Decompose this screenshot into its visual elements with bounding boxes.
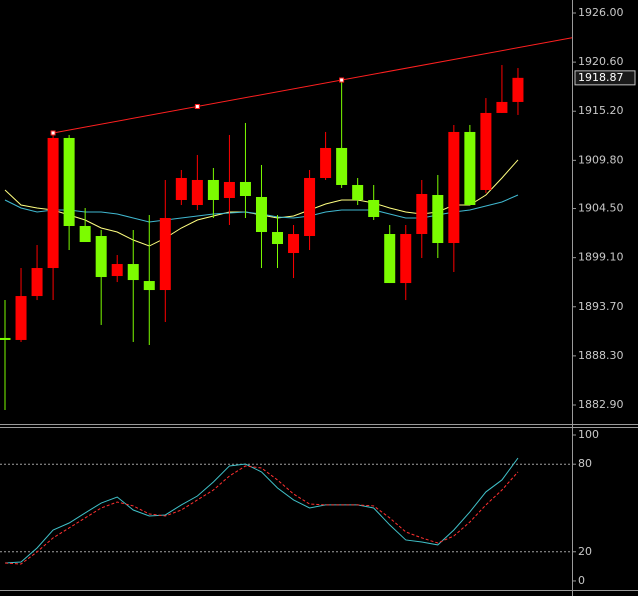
candle-body — [512, 77, 524, 102]
y-tick-label: 1909.80 — [578, 153, 624, 166]
candle-body — [288, 234, 300, 254]
trendline-handle — [50, 130, 56, 136]
y-tick-label: 1893.70 — [578, 300, 624, 313]
y-tick-label: 0 — [578, 574, 585, 587]
candle-body — [143, 281, 155, 291]
candle-body — [448, 131, 460, 244]
y-tick-label: 1926.00 — [578, 6, 624, 19]
indicator-line — [4, 465, 519, 565]
last-price-label: 1918.87 — [578, 71, 624, 84]
y-tick-label: 1915.20 — [578, 104, 624, 117]
candle-body — [15, 296, 27, 340]
y-tick-label: 1882.90 — [578, 398, 624, 411]
trendline-handle — [339, 77, 345, 83]
candle-body — [304, 177, 316, 237]
candle-body — [159, 218, 171, 291]
candle-body — [47, 137, 59, 269]
y-tick-label: 80 — [578, 457, 592, 470]
candle-body — [79, 226, 91, 243]
candle-body — [0, 337, 11, 340]
candle-body — [111, 264, 123, 277]
y-tick-label: 1904.50 — [578, 202, 624, 215]
candle-body — [63, 137, 75, 227]
trendline — [52, 37, 573, 134]
candle-body — [496, 101, 508, 113]
candle-body — [432, 194, 444, 244]
candle-body — [191, 179, 203, 205]
candle-body — [400, 234, 412, 284]
y-tick-label: 20 — [578, 545, 592, 558]
candle-body — [239, 181, 251, 196]
trendline-handle — [194, 104, 200, 110]
y-tick-label: 1899.10 — [578, 251, 624, 264]
candle-body — [175, 177, 187, 200]
y-tick-label: 1920.60 — [578, 55, 624, 68]
y-tick-label: 100 — [578, 428, 599, 441]
y-tick-label: 1888.30 — [578, 349, 624, 362]
candle-body — [31, 268, 43, 297]
indicator-line — [4, 457, 519, 564]
candle-body — [368, 199, 380, 218]
candle-body — [127, 264, 139, 281]
candle-body — [464, 131, 476, 205]
candle-body — [95, 236, 107, 278]
candle-body — [480, 112, 492, 190]
candle-body — [352, 184, 364, 200]
candle-body — [416, 193, 428, 235]
candle-body — [320, 147, 332, 178]
candle-body — [272, 232, 284, 245]
candle-body — [207, 179, 219, 200]
candle-body — [384, 234, 396, 284]
candle-body — [223, 181, 235, 198]
candle-body — [255, 196, 267, 233]
last-price-box — [574, 70, 636, 86]
candle-body — [336, 147, 348, 185]
